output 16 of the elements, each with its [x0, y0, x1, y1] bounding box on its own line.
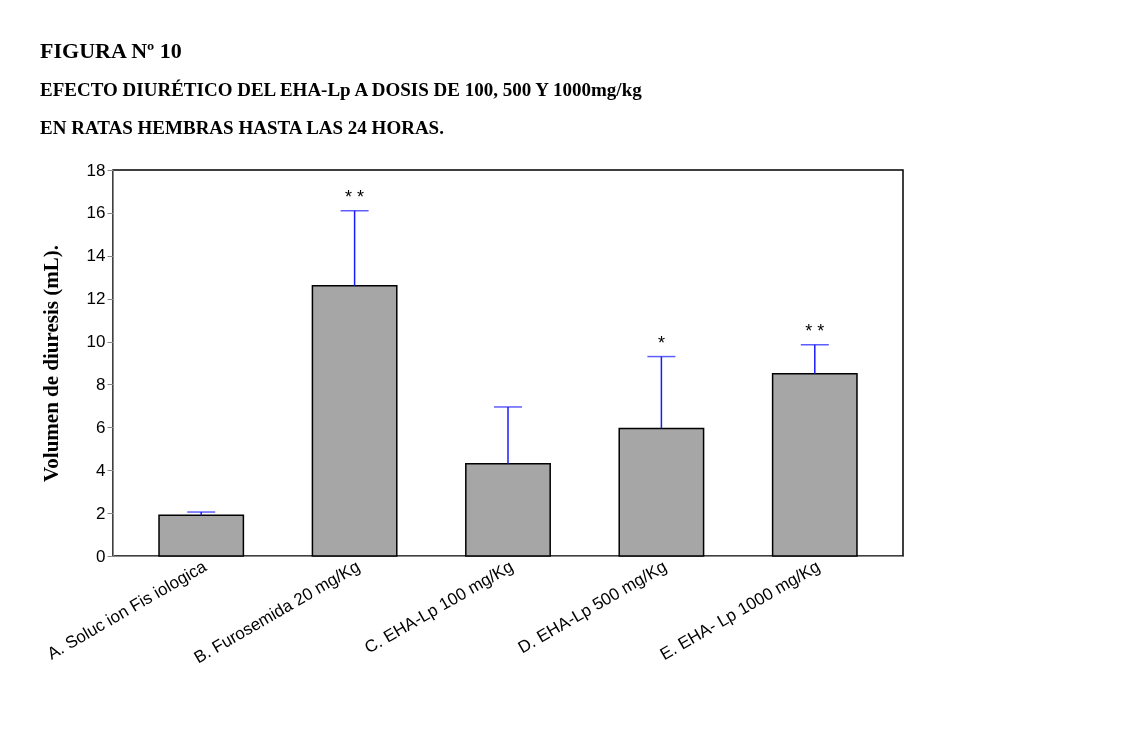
chart-title: FIGURA Nº 10	[40, 38, 182, 63]
y-tick-label: 10	[86, 332, 106, 352]
annotation: * *	[805, 320, 825, 341]
y-tick-label: 8	[96, 374, 106, 394]
y-axis-title: Volumen de diuresis (mL).	[38, 245, 63, 482]
y-tick-label: 2	[96, 503, 106, 523]
y-tick-label: 0	[96, 546, 106, 566]
y-tick-label: 16	[86, 203, 106, 223]
annotation: * *	[345, 186, 365, 207]
y-tick-label: 12	[86, 289, 106, 309]
y-tick-label: 18	[86, 160, 106, 180]
y-tick-label: 14	[86, 246, 106, 266]
y-tick-label: 4	[96, 460, 106, 480]
y-tick-label: 6	[96, 417, 106, 437]
annotation: *	[657, 332, 665, 353]
chart-subtitle: EFECTO DIURÉTICO DEL EHA-Lp A DOSIS DE 100, 500 Y 1000mg/kg EN RATAS HEMBRAS HASTA LAS 24 HORAS.	[40, 79, 643, 138]
